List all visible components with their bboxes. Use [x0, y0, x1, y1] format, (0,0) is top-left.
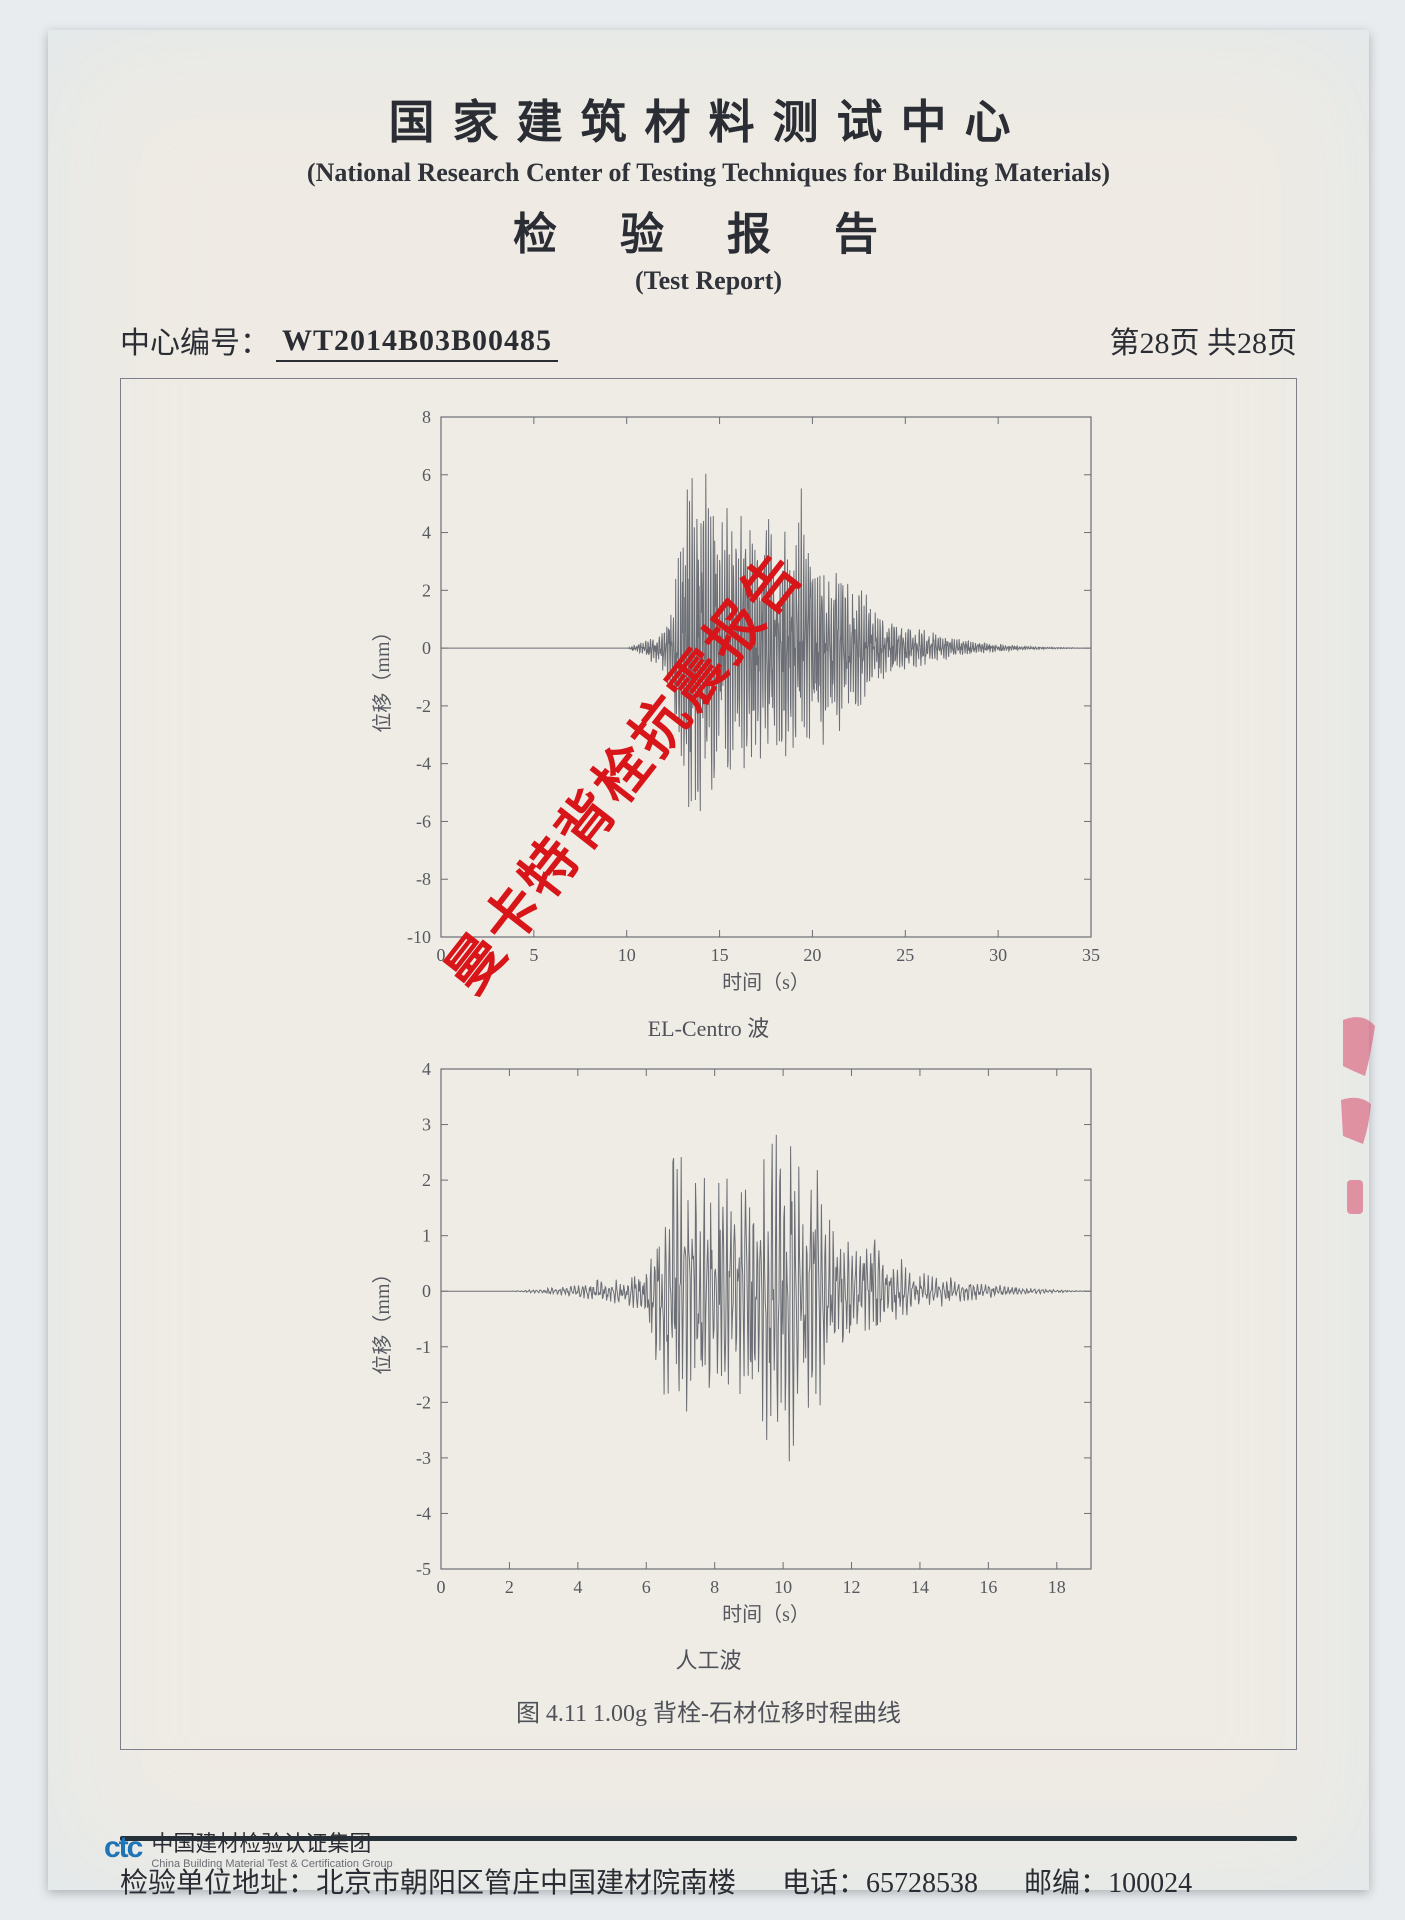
- svg-text:30: 30: [989, 945, 1007, 965]
- svg-text:25: 25: [896, 945, 914, 965]
- svg-text:位移（mm）: 位移（mm）: [371, 1263, 394, 1374]
- brand-name-en: China Building Material Test & Certifica…: [151, 1858, 392, 1870]
- svg-text:0: 0: [422, 638, 431, 658]
- svg-text:时间（s）: 时间（s）: [722, 971, 810, 994]
- figure-caption: 图 4.11 1.00g 背栓-石材位移时程曲线: [121, 1693, 1296, 1728]
- svg-text:-2: -2: [416, 1392, 431, 1412]
- svg-text:20: 20: [803, 945, 821, 965]
- svg-text:-4: -4: [416, 754, 431, 774]
- brand-footer: ctc 中国建材检验认证集团 China Building Material T…: [104, 1826, 393, 1870]
- chart2-subtitle: 人工波: [121, 1643, 1296, 1675]
- report-meta-row: 中心编号： WT2014B03B00485 第28页 共28页: [120, 318, 1297, 362]
- svg-text:6: 6: [642, 1577, 651, 1597]
- serial-label: 中心编号：: [120, 318, 270, 362]
- brand-logo: ctc: [104, 1831, 141, 1865]
- org-name-en: (National Research Center of Testing Tec…: [120, 158, 1297, 188]
- svg-text:5: 5: [529, 945, 538, 965]
- svg-text:0: 0: [437, 945, 446, 965]
- svg-text:-6: -6: [416, 811, 431, 831]
- svg-text:位移（mm）: 位移（mm）: [371, 621, 394, 732]
- footer-tel: 电话：65728538: [782, 1861, 978, 1901]
- svg-text:1: 1: [422, 1226, 431, 1246]
- svg-text:12: 12: [843, 1577, 861, 1597]
- org-name-cn: 国家建筑材料测试中心: [120, 86, 1297, 152]
- svg-text:时间（s）: 时间（s）: [722, 1603, 810, 1626]
- svg-text:-5: -5: [416, 1559, 431, 1579]
- svg-text:0: 0: [437, 1577, 446, 1597]
- svg-text:-1: -1: [416, 1337, 431, 1357]
- report-header: 国家建筑材料测试中心 (National Research Center of …: [120, 86, 1297, 296]
- svg-text:14: 14: [911, 1577, 929, 1597]
- svg-text:35: 35: [1082, 945, 1100, 965]
- svg-text:-10: -10: [407, 927, 431, 947]
- svg-text:4: 4: [422, 523, 431, 543]
- svg-text:16: 16: [979, 1577, 997, 1597]
- report-title-en: (Test Report): [120, 266, 1297, 296]
- svg-text:2: 2: [422, 580, 431, 600]
- page-number: 第28页 共28页: [1110, 318, 1298, 362]
- report-page: 国家建筑材料测试中心 (National Research Center of …: [48, 30, 1369, 1890]
- svg-text:4: 4: [422, 1059, 431, 1079]
- svg-text:2: 2: [505, 1577, 514, 1597]
- chart-artificial-wave: 024681012141618-5-4-3-2-101234时间（s）位移（mm…: [361, 1055, 1105, 1639]
- svg-text:4: 4: [573, 1577, 582, 1597]
- svg-text:2: 2: [422, 1170, 431, 1190]
- svg-text:15: 15: [711, 945, 729, 965]
- report-title-cn: 检 验 报 告: [120, 198, 1297, 262]
- svg-text:10: 10: [618, 945, 636, 965]
- svg-text:0: 0: [422, 1281, 431, 1301]
- svg-text:10: 10: [774, 1577, 792, 1597]
- brand-name-cn: 中国建材检验认证集团: [151, 1826, 392, 1858]
- edge-stamp-icon: [1337, 1010, 1381, 1230]
- svg-text:6: 6: [422, 465, 431, 485]
- figure-frame: 05101520253035-10-8-6-4-202468时间（s）位移（mm…: [120, 378, 1297, 1750]
- svg-text:-8: -8: [416, 869, 431, 889]
- chart-el-centro: 0 5 10 15 20 25 30 35 -10 -8 -6 -4 -2 0 2 4 6 8 时间（s） 位移（mm…: [361, 403, 1105, 1007]
- svg-text:18: 18: [1048, 1577, 1066, 1597]
- scan-background: 国家建筑材料测试中心 (National Research Center of …: [0, 0, 1405, 1920]
- svg-text:8: 8: [710, 1577, 719, 1597]
- svg-text:8: 8: [422, 407, 431, 427]
- svg-text:-2: -2: [416, 696, 431, 716]
- serial-number: WT2014B03B00485: [276, 324, 558, 362]
- svg-text:-4: -4: [416, 1503, 431, 1523]
- footer-zip: 邮编：100024: [1024, 1861, 1192, 1901]
- svg-text:3: 3: [422, 1115, 431, 1135]
- chart1-subtitle: EL-Centro 波: [121, 1011, 1296, 1043]
- svg-text:-3: -3: [416, 1448, 431, 1468]
